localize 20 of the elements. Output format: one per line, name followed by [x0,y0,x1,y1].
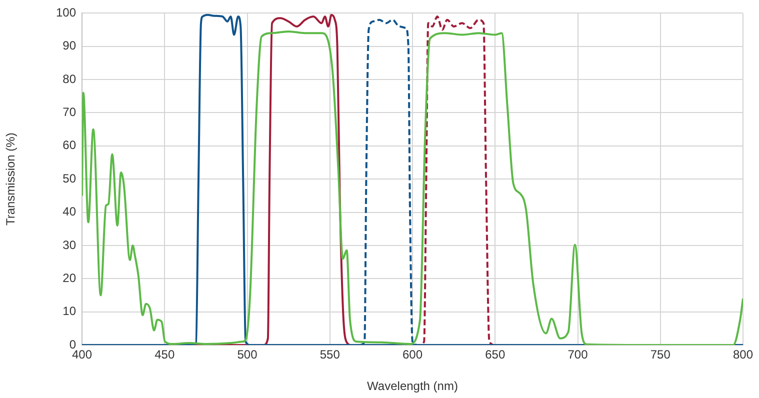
y-tick-label: 20 [62,270,76,285]
x-axis-title: Wavelength (nm) [367,379,458,394]
x-tick-label: 550 [320,348,340,362]
x-tick-label: 600 [402,348,423,362]
y-tick-label: 70 [62,105,76,120]
x-tick-label: 800 [732,348,754,362]
x-tick-label: 650 [485,348,506,362]
y-tick-label: 80 [62,72,76,86]
x-tick-label: 450 [154,348,175,362]
y-tick-label: 50 [62,171,76,186]
y-tick-label: 100 [56,6,76,20]
x-tick-label: 750 [650,348,671,362]
x-tick-label: 700 [568,348,588,362]
x-tick-label: 500 [237,348,258,362]
y-axis-title: Transmission (%) [4,132,18,226]
y-tick-label: 40 [62,204,76,219]
y-tick-label: 90 [62,38,76,53]
y-tick-label: 30 [62,238,76,252]
y-tick-label: 10 [62,304,76,318]
y-tick-label: 60 [62,138,76,152]
